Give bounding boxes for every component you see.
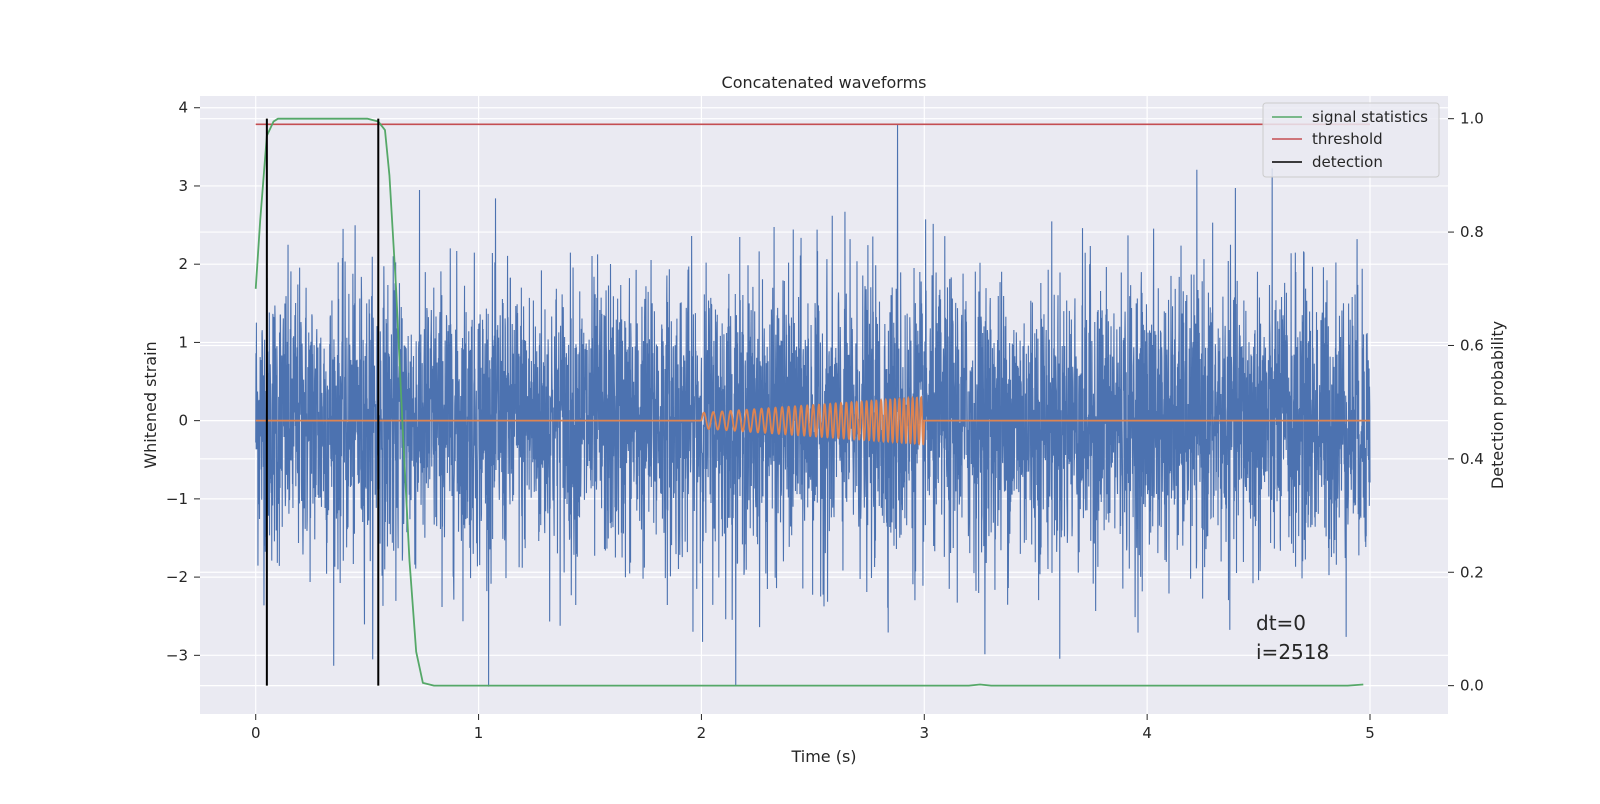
y-right-tick-label-5: 1.0 [1460,110,1484,128]
y-axis-label: Whitened strain [141,341,160,468]
x-axis-label: Time (s) [790,747,856,766]
annotation-i: i=2518 [1256,640,1329,664]
legend-label-detection: detection [1312,153,1383,171]
y-tick-label-3: 0 [178,412,188,430]
series-signal-statistics-line [254,117,1364,687]
y-tick-label-5: 2 [178,255,188,273]
y-axis-label-right: Detection probability [1488,321,1507,489]
legend-label-signal-statistics: signal statistics [1312,108,1428,126]
y-tick-label-0: −3 [166,646,188,664]
x-tick-label-4: 4 [1142,724,1152,742]
x-tick-label-2: 2 [697,724,707,742]
axes: 0 1 2 3 4 5 −3 −2 −1 0 1 2 3 4 0.0 0.2 0.4 0.6 0.8 1.0 [166,99,1484,742]
legend: signal statistics threshold detection [1262,102,1440,178]
x-tick-label-5: 5 [1365,724,1375,742]
y-tick-label-7: 4 [178,99,188,117]
x-tick-label-1: 1 [474,724,484,742]
y-tick-label-6: 3 [178,177,188,195]
annotation-dt: dt=0 [1256,611,1306,635]
y-right-tick-label-4: 0.8 [1460,223,1484,241]
series-layer [254,117,1371,687]
y-tick-label-4: 1 [178,333,188,351]
chart-title: Concatenated waveforms [722,73,927,92]
x-tick-label-3: 3 [920,724,930,742]
y-right-tick-label-1: 0.2 [1460,563,1484,581]
y-tick-label-1: −2 [166,568,188,586]
y-right-tick-label-2: 0.4 [1460,450,1484,468]
x-tick-label-0: 0 [251,724,261,742]
legend-box [1262,102,1440,178]
legend-label-threshold: threshold [1312,130,1383,148]
series-injected-waveform-line [255,395,1370,446]
y-right-tick-label-0: 0.0 [1460,677,1484,695]
y-right-tick-label-3: 0.6 [1460,336,1484,354]
y-tick-label-2: −1 [166,490,188,508]
